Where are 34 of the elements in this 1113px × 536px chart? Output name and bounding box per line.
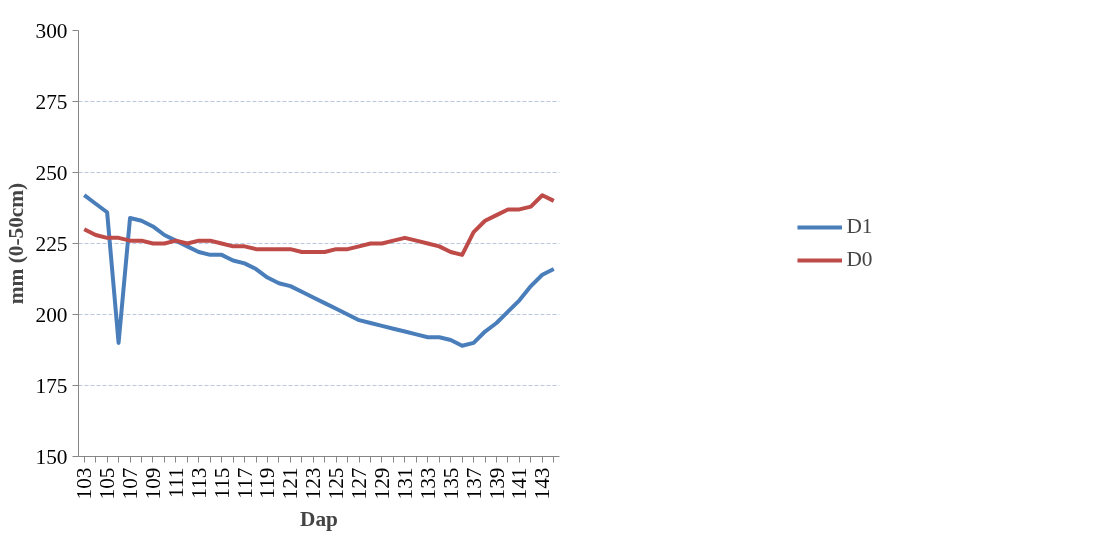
x-tick-label: 125 bbox=[324, 467, 349, 500]
y-tick-label: 200 bbox=[35, 302, 68, 327]
x-tick-label: 129 bbox=[369, 467, 394, 500]
x-tick-label: 103 bbox=[72, 467, 97, 500]
x-tick-label: 113 bbox=[186, 467, 211, 499]
x-tick-label: 131 bbox=[392, 467, 417, 500]
y-tick-label: 250 bbox=[35, 160, 68, 185]
legend-label: D0 bbox=[846, 247, 873, 272]
y-tick-label: 300 bbox=[35, 18, 68, 43]
x-tick-label: 127 bbox=[347, 467, 372, 500]
x-tick-label: 135 bbox=[438, 467, 463, 500]
y-axis-title: mm (0-50cm) bbox=[3, 182, 28, 305]
line-series bbox=[82, 193, 556, 348]
x-tick-label: 115 bbox=[209, 467, 234, 499]
y-tick-label: 175 bbox=[35, 373, 68, 398]
x-tick-label: 121 bbox=[278, 467, 303, 500]
x-tick-label: 133 bbox=[415, 467, 440, 500]
x-tick-label: 111 bbox=[163, 467, 188, 498]
x-tick-label: 141 bbox=[507, 467, 532, 500]
y-tick-label: 225 bbox=[35, 231, 68, 256]
x-tick-label: 107 bbox=[118, 467, 143, 500]
line-series bbox=[82, 193, 556, 257]
x-tick-label: 143 bbox=[530, 467, 555, 500]
x-tick-label: 137 bbox=[461, 467, 486, 500]
x-tick-label: 123 bbox=[301, 467, 326, 500]
x-tick-label: 117 bbox=[232, 467, 257, 499]
y-tick-label: 275 bbox=[35, 89, 68, 114]
x-tick-label: 119 bbox=[255, 467, 280, 499]
x-tick-label: 109 bbox=[140, 467, 165, 500]
legend-label: D1 bbox=[846, 214, 873, 239]
x-tick-label: 139 bbox=[484, 467, 509, 500]
y-tick-label: 150 bbox=[35, 444, 68, 469]
x-tick-label: 105 bbox=[95, 467, 120, 500]
x-axis-title: Dap bbox=[300, 507, 338, 532]
